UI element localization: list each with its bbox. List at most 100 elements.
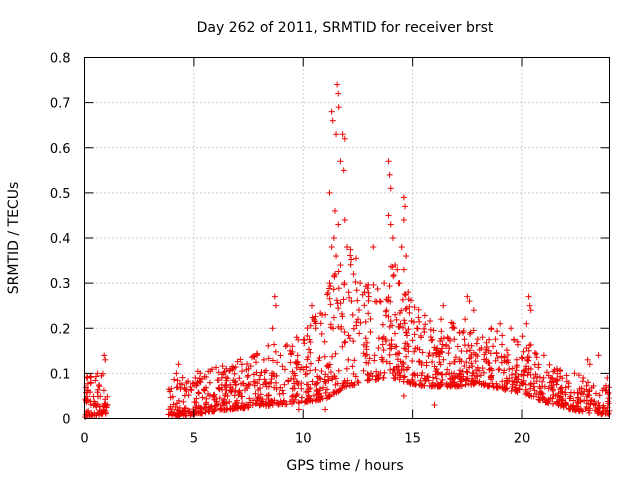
data-point	[567, 405, 574, 412]
data-point	[511, 378, 518, 385]
data-point	[205, 404, 212, 411]
data-point	[466, 347, 473, 354]
data-point	[464, 293, 471, 300]
data-point	[279, 363, 286, 370]
data-point	[499, 332, 506, 339]
data-point	[306, 336, 313, 343]
data-point	[215, 385, 222, 392]
data-point	[418, 334, 425, 341]
data-point	[350, 338, 357, 345]
data-point	[452, 354, 459, 361]
data-point	[412, 381, 419, 388]
data-point	[373, 368, 380, 375]
data-point	[501, 386, 508, 393]
data-point	[348, 298, 355, 305]
data-point	[486, 336, 493, 343]
data-point	[513, 387, 520, 394]
data-point	[341, 281, 348, 288]
data-point	[367, 370, 374, 377]
data-point	[448, 370, 455, 377]
data-point	[405, 289, 412, 296]
data-point	[354, 378, 361, 385]
data-point	[362, 352, 369, 359]
data-point	[394, 266, 401, 273]
data-point	[387, 366, 394, 373]
data-point	[425, 377, 432, 384]
data-point	[540, 352, 547, 359]
data-point	[499, 378, 506, 385]
data-point	[587, 397, 594, 404]
data-point	[531, 387, 538, 394]
data-point	[575, 398, 582, 405]
data-point	[330, 286, 337, 293]
data-point	[405, 364, 412, 371]
data-point	[531, 361, 538, 368]
data-point	[332, 271, 339, 278]
data-point	[265, 355, 272, 362]
data-point	[462, 316, 469, 323]
data-point	[468, 342, 475, 349]
data-point	[93, 373, 100, 380]
data-point	[522, 389, 529, 396]
data-point	[516, 385, 523, 392]
data-point	[309, 378, 316, 385]
data-point	[317, 375, 324, 382]
data-point	[433, 349, 440, 356]
data-point	[407, 381, 414, 388]
data-point	[572, 407, 579, 414]
data-point	[177, 385, 184, 392]
data-point	[96, 383, 103, 390]
data-point	[483, 339, 490, 346]
data-point	[267, 379, 274, 386]
data-point	[382, 312, 389, 319]
data-point	[563, 372, 570, 379]
data-point	[542, 399, 549, 406]
data-point	[599, 387, 606, 394]
data-point	[414, 325, 420, 332]
data-point	[379, 321, 386, 328]
data-point	[194, 368, 201, 375]
data-point	[424, 374, 431, 381]
data-point	[419, 369, 426, 376]
data-point	[388, 263, 395, 270]
data-point	[494, 354, 501, 361]
data-point	[391, 375, 398, 382]
data-point	[250, 371, 257, 378]
data-point	[362, 318, 369, 325]
data-point	[288, 351, 295, 358]
data-point	[379, 335, 386, 342]
data-point	[371, 357, 378, 364]
data-point	[250, 378, 257, 385]
data-point	[438, 328, 445, 335]
data-point	[527, 307, 534, 314]
data-point	[353, 322, 360, 329]
data-point	[256, 385, 263, 392]
data-point	[321, 378, 328, 385]
data-point	[211, 394, 218, 401]
data-point	[168, 385, 175, 392]
data-point	[218, 406, 225, 413]
data-point	[317, 310, 324, 317]
data-point	[245, 381, 252, 388]
data-point	[505, 359, 512, 366]
data-point	[187, 386, 194, 393]
data-point	[518, 379, 525, 386]
data-point	[181, 392, 188, 399]
data-point	[369, 373, 376, 380]
data-point	[592, 390, 599, 397]
data-point	[479, 334, 486, 341]
data-point	[400, 324, 407, 331]
data-point	[386, 360, 393, 367]
data-point	[469, 363, 476, 370]
data-point	[303, 381, 310, 388]
data-point	[265, 402, 272, 409]
data-point	[305, 398, 312, 405]
data-point	[312, 313, 319, 320]
data-point	[377, 298, 384, 305]
data-point	[219, 363, 226, 370]
data-point	[311, 316, 318, 323]
data-point	[330, 325, 337, 332]
data-point	[273, 379, 280, 386]
data-point	[554, 392, 561, 399]
data-point	[100, 387, 107, 394]
